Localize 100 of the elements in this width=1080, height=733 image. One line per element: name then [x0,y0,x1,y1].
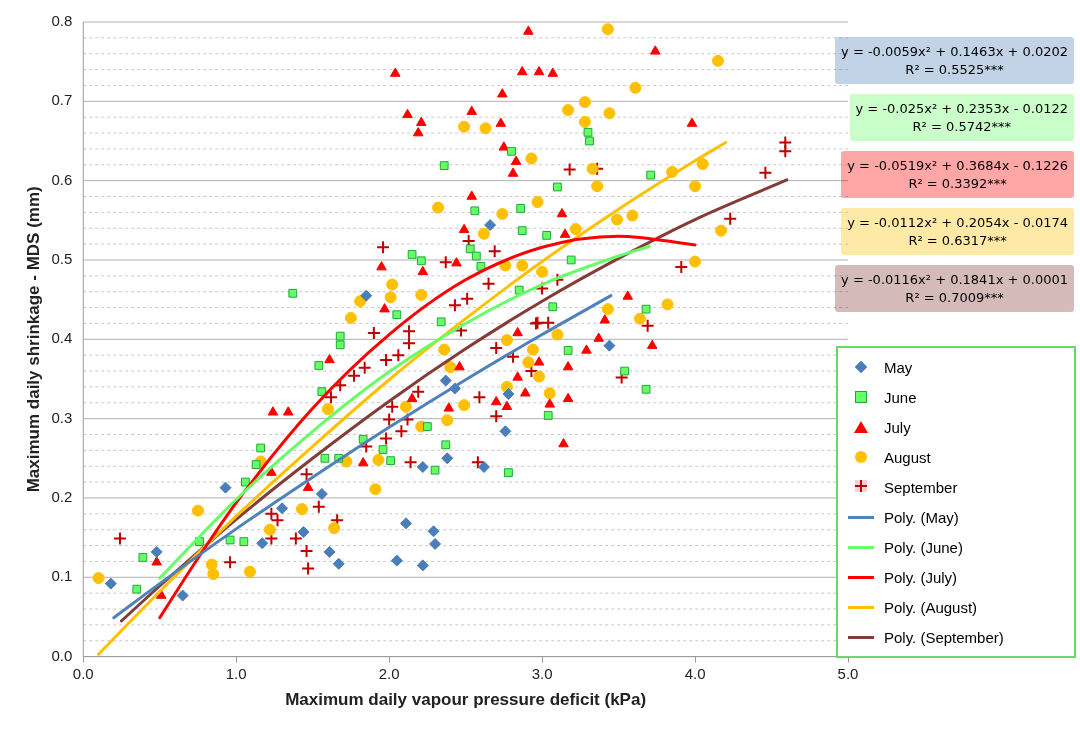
point [438,255,453,270]
point [646,339,658,349]
legend-label: Poly. (June) [884,538,963,556]
point [674,260,689,275]
point [439,374,452,387]
x-tick-label: 5.0 [837,664,859,682]
point [314,361,324,370]
point [558,438,569,448]
point [376,240,391,255]
point [423,422,432,431]
point [112,531,127,546]
point [333,378,348,393]
point [320,453,330,463]
point [256,537,269,550]
point [523,25,534,35]
point [315,487,328,500]
annotation: y = -0.0059x² + 0.1463x + 0.0202 R² = 0.5525*** [835,37,1074,85]
point [686,117,698,127]
point [379,352,394,367]
point [390,554,403,567]
point [466,190,478,200]
point [276,502,289,515]
legend-label: July [884,418,911,436]
x-tick-label: 4.0 [684,664,706,682]
x-tick-label: 2.0 [378,664,400,682]
point [441,440,451,450]
point [641,304,651,314]
x-tick-label: 0.0 [72,664,94,682]
point [346,368,361,383]
point [288,531,303,546]
point [406,392,418,403]
point [360,289,373,302]
point [512,326,523,337]
legend-label: June [884,388,917,406]
legend-label: Poly. (August) [884,598,978,616]
point [382,412,397,427]
point [556,207,568,218]
point [267,406,279,416]
point [403,455,418,470]
point [650,45,661,55]
point [416,559,429,572]
point [499,425,512,438]
point [386,456,396,466]
point [385,399,400,414]
point [239,537,249,546]
point [553,182,562,192]
point [251,460,261,470]
legend-label: Poly. (September) [884,628,1004,646]
point [378,445,388,454]
point [641,384,651,394]
point [335,331,345,341]
point [302,481,314,491]
point [517,226,527,236]
point [563,346,573,355]
point [297,526,310,539]
point [219,481,232,494]
point [646,170,656,180]
point [416,256,426,266]
point [562,392,574,403]
y-axis-title: Maximum daily shrinkage - MDS (mm) [23,186,43,493]
text: y = -0.025x² + 0.2353x - 0.0122 R² = 0.5742*** [849,94,1074,142]
point [412,127,424,137]
point [379,303,390,313]
legend-label: August [884,448,931,466]
point [335,340,345,350]
point [495,117,507,127]
point [476,261,486,271]
point [466,105,478,115]
line-series [112,294,613,620]
point [599,314,611,324]
point [299,544,314,559]
point [150,545,163,558]
point [460,291,475,306]
annotation: y = -0.0112x² + 0.2054x - 0.0174 R² = 0.6317*** [841,208,1074,256]
y-tick-label: 0.1 [51,567,73,585]
point [301,561,316,576]
point [402,336,417,351]
point [533,356,545,366]
point [402,108,413,119]
point [501,400,513,410]
point [504,468,513,477]
point [324,353,335,364]
point [487,244,502,259]
point [441,452,454,465]
point [311,499,326,514]
point [541,315,556,330]
point [544,398,556,408]
point [151,556,162,566]
point [132,584,142,594]
point [547,67,559,77]
point [430,465,440,475]
point [603,339,616,352]
point [407,250,417,259]
line-series [158,244,651,580]
point [620,366,630,376]
point [585,136,594,146]
point [778,144,793,159]
point [324,390,339,405]
point [471,251,481,261]
point [240,477,250,487]
